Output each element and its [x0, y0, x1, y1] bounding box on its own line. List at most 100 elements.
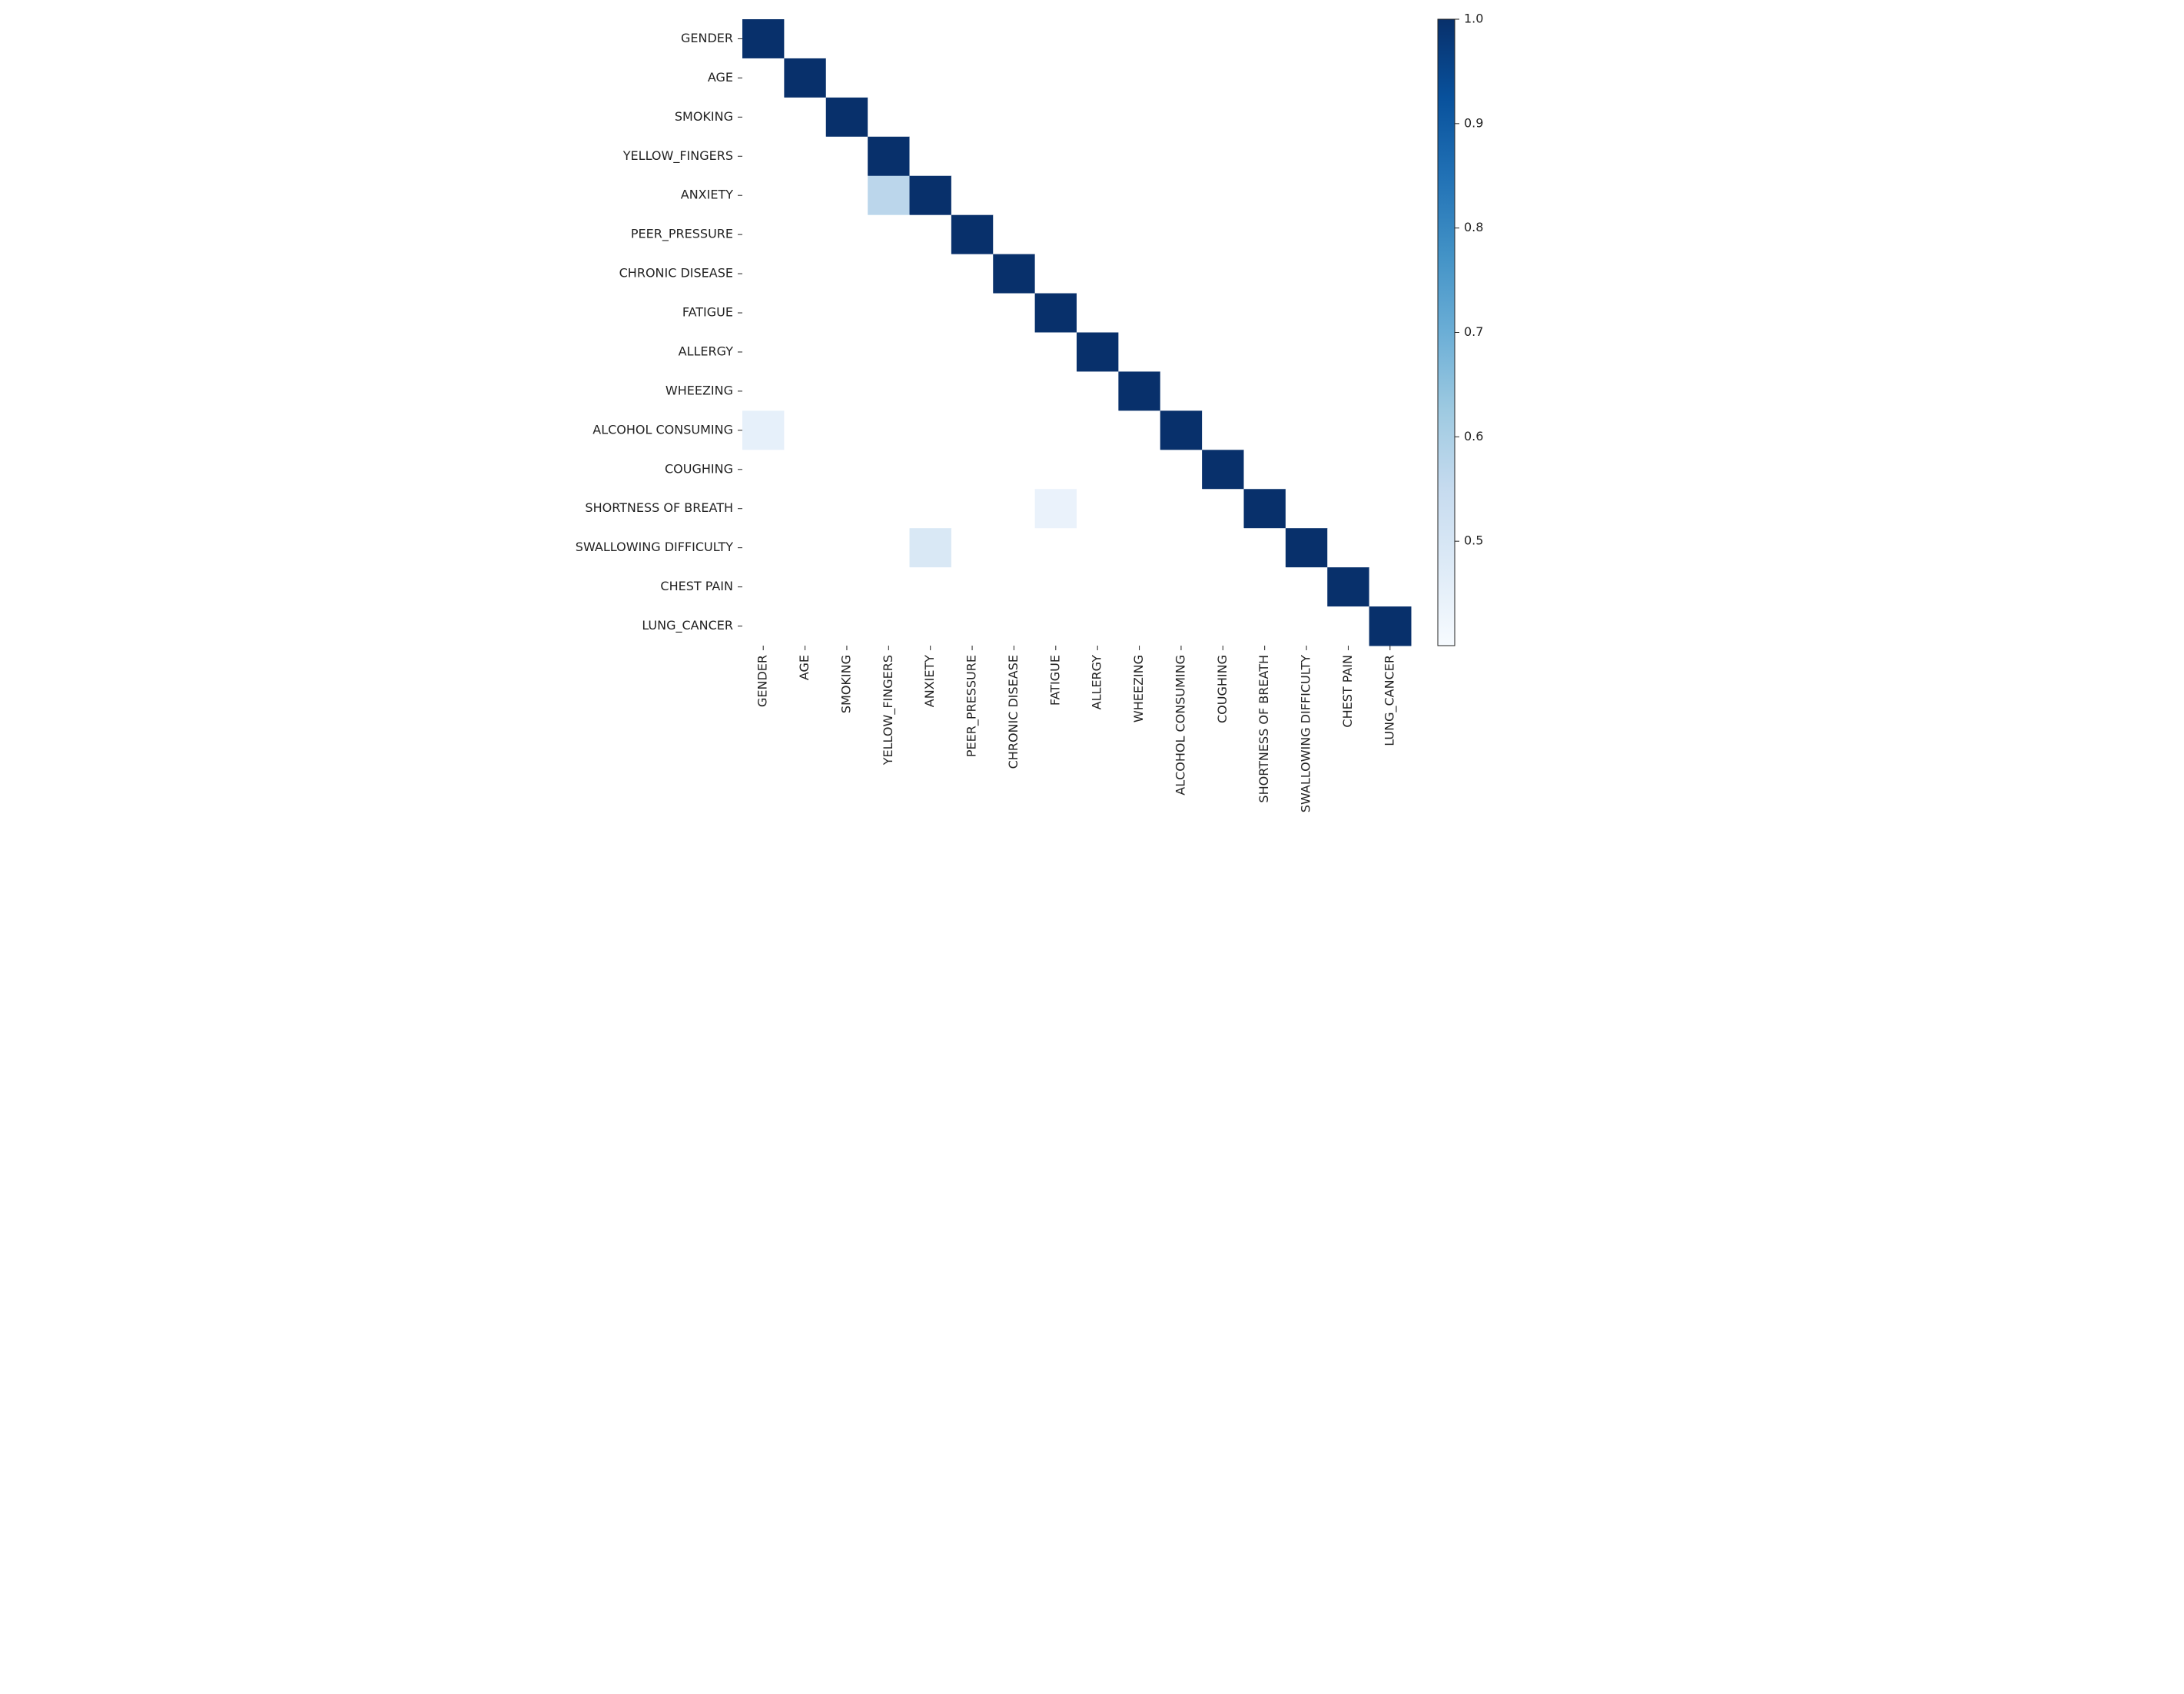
heatmap-cell: [1202, 528, 1244, 567]
heatmap-cell: [1034, 567, 1077, 606]
heatmap-cell: [1034, 294, 1077, 333]
heatmap-cell: [868, 98, 910, 137]
heatmap-cell: [1327, 606, 1369, 646]
heatmap-cell: [909, 528, 951, 567]
heatmap-cell: [742, 410, 785, 450]
heatmap-cell: [1369, 489, 1411, 528]
heatmap-cell: [1034, 528, 1077, 567]
heatmap-cell: [1369, 528, 1411, 567]
heatmap-cell: [1369, 294, 1411, 333]
heatmap-cell: [1285, 19, 1327, 58]
heatmap-cell: [1369, 19, 1411, 58]
heatmap-cell: [1285, 333, 1327, 372]
heatmap-cell: [1202, 215, 1244, 254]
heatmap-cell: [909, 137, 951, 176]
heatmap-cell: [1202, 606, 1244, 646]
heatmap-cell: [784, 176, 826, 215]
heatmap-cell: [1243, 176, 1286, 215]
heatmap-cell: [1202, 371, 1244, 410]
heatmap-cell: [909, 98, 951, 137]
heatmap-cell: [1202, 19, 1244, 58]
x-tick-label: SWALLOWING DIFFICULTY: [1298, 655, 1313, 812]
heatmap-cell: [1285, 567, 1327, 606]
heatmap-cell: [1243, 489, 1286, 528]
heatmap-cell: [1285, 58, 1327, 98]
heatmap-cell: [1077, 98, 1119, 137]
x-tick-label: ALCOHOL CONSUMING: [1173, 655, 1187, 796]
heatmap-cell: [1160, 606, 1202, 646]
heatmap-cell: [1243, 567, 1286, 606]
heatmap-cell: [1285, 98, 1327, 137]
heatmap-cell: [993, 19, 1035, 58]
heatmap-cell: [1034, 19, 1077, 58]
heatmap-cell: [993, 176, 1035, 215]
heatmap-cell: [951, 294, 993, 333]
x-tick-label: AGE: [797, 655, 812, 680]
colorbar-gradient: [1438, 19, 1455, 646]
y-tick-label: ALCOHOL CONSUMING: [592, 422, 733, 437]
heatmap-cell: [1160, 98, 1202, 137]
heatmap-cell: [1243, 254, 1286, 294]
heatmap-cell: [1118, 333, 1160, 372]
y-tick-label: SWALLOWING DIFFICULTY: [575, 540, 732, 554]
heatmap-cell: [951, 450, 993, 489]
heatmap-cell: [1077, 58, 1119, 98]
heatmap-cell: [1160, 294, 1202, 333]
heatmap-cell: [1160, 254, 1202, 294]
heatmap-cell: [868, 294, 910, 333]
heatmap-cell: [784, 606, 826, 646]
heatmap-cell: [784, 528, 826, 567]
heatmap-cell: [1202, 333, 1244, 372]
heatmap-cell: [1285, 294, 1327, 333]
heatmap-cell: [825, 254, 868, 294]
heatmap-cell: [868, 450, 910, 489]
heatmap-cell: [909, 450, 951, 489]
heatmap-cell: [951, 567, 993, 606]
heatmap-cell: [909, 606, 951, 646]
heatmap-cell: [1202, 410, 1244, 450]
colorbar-tick-label: 0.7: [1464, 324, 1483, 339]
heatmap-cell: [993, 410, 1035, 450]
heatmap-cell: [1077, 450, 1119, 489]
heatmap-cell: [784, 371, 826, 410]
heatmap-cell: [1285, 137, 1327, 176]
heatmap-cell: [951, 19, 993, 58]
heatmap-cell: [1369, 410, 1411, 450]
heatmap-cell: [1202, 567, 1244, 606]
heatmap-cell: [1160, 215, 1202, 254]
heatmap-cell: [1243, 606, 1286, 646]
heatmap-cell: [742, 567, 785, 606]
heatmap-cell: [742, 450, 785, 489]
heatmap-cell: [1243, 215, 1286, 254]
heatmap-cell: [1369, 137, 1411, 176]
heatmap-cell: [868, 333, 910, 372]
heatmap-cell: [742, 294, 785, 333]
x-tick-label: YELLOW_FINGERS: [880, 655, 895, 766]
heatmap-cell: [1118, 450, 1160, 489]
heatmap-cell: [1243, 58, 1286, 98]
heatmap-cell: [1327, 176, 1369, 215]
heatmap-cell: [825, 410, 868, 450]
heatmap-cell: [1327, 294, 1369, 333]
heatmap-cell: [784, 254, 826, 294]
heatmap-cell: [1034, 371, 1077, 410]
heatmap-cell: [951, 371, 993, 410]
heatmap-cell: [1369, 567, 1411, 606]
heatmap-cell: [868, 137, 910, 176]
x-tick-label: ALLERGY: [1089, 655, 1104, 710]
heatmap-cell: [1118, 606, 1160, 646]
heatmap-cell: [1077, 371, 1119, 410]
heatmap-cell: [1077, 333, 1119, 372]
x-tick-label: PEER_PRESSURE: [964, 655, 979, 757]
heatmap-cell: [951, 137, 993, 176]
x-tick-label: COUGHING: [1214, 655, 1229, 723]
heatmap-cell: [825, 294, 868, 333]
heatmap-cell: [1160, 528, 1202, 567]
heatmap-cell: [1202, 489, 1244, 528]
x-tick-label: FATIGUE: [1047, 655, 1062, 706]
heatmap-cell: [1160, 19, 1202, 58]
heatmap-cell: [993, 294, 1035, 333]
heatmap-cell: [868, 567, 910, 606]
heatmap-cell: [1369, 371, 1411, 410]
heatmap-cell: [909, 371, 951, 410]
